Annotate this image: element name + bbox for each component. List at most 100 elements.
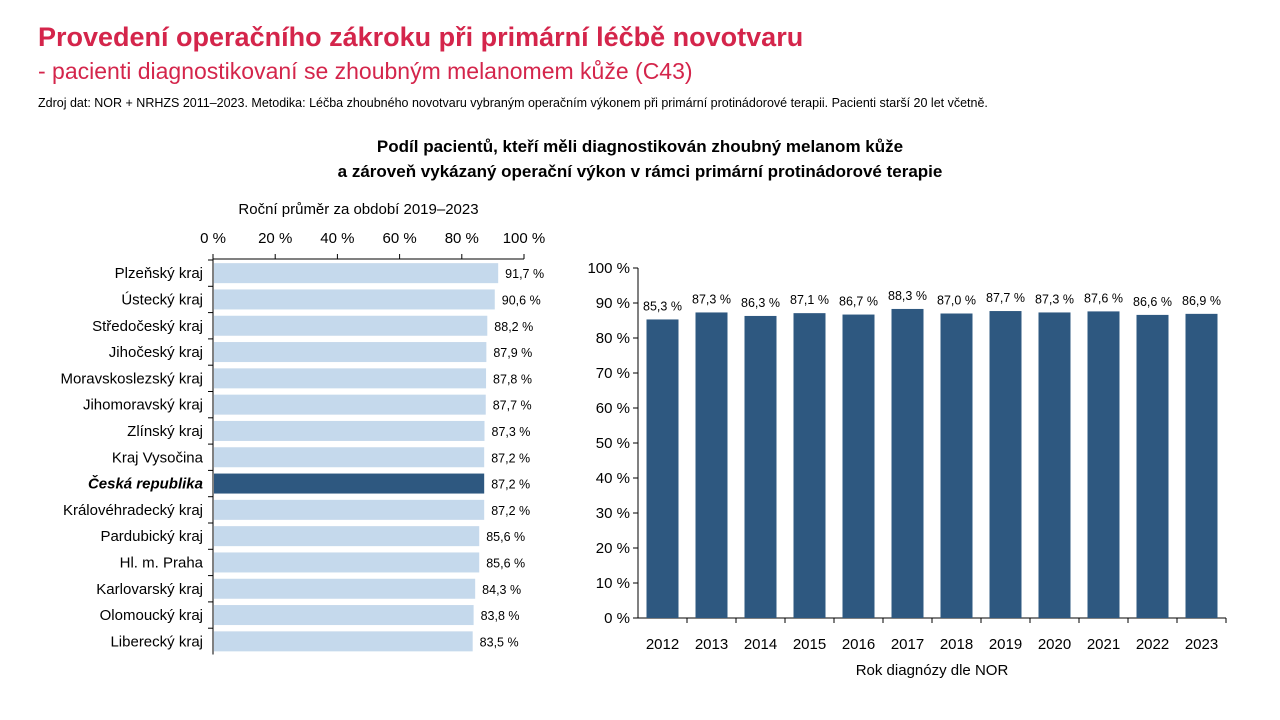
bar (214, 605, 474, 626)
data-label: 87,0 % (937, 294, 976, 308)
x-tick-label: 2020 (1038, 636, 1071, 653)
data-label: 87,8 % (493, 372, 532, 386)
category-label: Liberecký kraj (110, 633, 203, 650)
data-label: 87,6 % (1084, 291, 1123, 305)
x-tick-label: 2022 (1136, 636, 1169, 653)
data-label: 88,3 % (888, 289, 927, 303)
data-label: 87,2 % (491, 451, 530, 465)
data-label: 87,9 % (493, 346, 532, 360)
bar (1185, 313, 1218, 618)
data-label: 83,5 % (480, 635, 519, 649)
x-tick-label: 2018 (940, 636, 973, 653)
category-label: Karlovarský kraj (96, 581, 203, 598)
category-label: Kraj Vysočina (112, 449, 204, 466)
data-label: 86,9 % (1182, 294, 1221, 308)
data-label: 85,6 % (486, 556, 525, 570)
bar (940, 313, 973, 618)
y-tick-label: 90 % (596, 295, 630, 312)
y-tick-label: 20 % (596, 540, 630, 557)
category-label: Jihomoravský kraj (83, 397, 203, 414)
data-label: 86,7 % (839, 295, 878, 309)
x-tick-label: 2017 (891, 636, 924, 653)
bar (214, 368, 487, 389)
data-label: 85,6 % (486, 530, 525, 544)
x-tick-label: 60 % (382, 230, 416, 247)
category-label: Královéhradecký kraj (63, 502, 203, 519)
bar (214, 578, 476, 599)
bar (1087, 311, 1120, 618)
category-label: Jihočeský kraj (109, 344, 203, 361)
bar (214, 342, 487, 363)
bar (214, 631, 473, 652)
x-tick-label: 2012 (646, 636, 679, 653)
x-tick-label: 100 % (503, 230, 546, 247)
data-label: 87,1 % (790, 293, 829, 307)
data-label: 86,6 % (1133, 295, 1172, 309)
category-label: Moravskoslezský kraj (60, 370, 203, 387)
bar (695, 312, 728, 618)
x-tick-label: 2019 (989, 636, 1022, 653)
bar (214, 526, 480, 547)
category-label: Česká republika (88, 475, 203, 493)
data-label: 88,2 % (494, 320, 533, 334)
y-tick-label: 10 % (596, 575, 630, 592)
x-tick-label: 40 % (320, 230, 354, 247)
x-tick-label: 2014 (744, 636, 777, 653)
data-label: 83,8 % (481, 609, 520, 623)
category-label: Ústecký kraj (121, 291, 203, 308)
y-tick-label: 50 % (596, 435, 630, 452)
bar (214, 394, 486, 415)
category-label: Pardubický kraj (100, 528, 203, 545)
bar (842, 314, 875, 618)
data-label: 86,3 % (741, 296, 780, 310)
y-tick-label: 0 % (604, 610, 630, 627)
bar (744, 315, 777, 618)
data-label: 90,6 % (502, 293, 541, 307)
x-tick-label: 2016 (842, 636, 875, 653)
category-label: Hl. m. Praha (120, 554, 204, 571)
data-source-note: Zdroj dat: NOR + NRHZS 2011–2023. Metodi… (38, 96, 988, 110)
page-title: Provedení operačního zákroku při primárn… (38, 22, 804, 52)
bar (214, 473, 485, 494)
category-label: Středočeský kraj (92, 318, 203, 335)
y-tick-label: 60 % (596, 400, 630, 417)
category-label: Plzeňský kraj (115, 265, 203, 282)
data-label: 84,3 % (482, 583, 521, 597)
x-tick-label: 2023 (1185, 636, 1218, 653)
data-label: 87,2 % (491, 478, 530, 492)
x-tick-label: 20 % (258, 230, 292, 247)
y-tick-label: 30 % (596, 505, 630, 522)
data-label: 91,7 % (505, 267, 544, 281)
chart-subtitle: Roční průměr za období 2019–2023 (238, 201, 478, 218)
bar (214, 289, 495, 310)
bar (989, 311, 1022, 618)
regional-bar-chart: Roční průměr za období 2019–2023 0 % 20 % 4… (60, 201, 546, 655)
category-label: Zlínský kraj (127, 423, 203, 440)
y-tick-label: 40 % (596, 470, 630, 487)
y-tick-label: 70 % (596, 365, 630, 382)
x-tick-label: 2013 (695, 636, 728, 653)
y-tick-label: 80 % (596, 330, 630, 347)
x-tick-label: 2015 (793, 636, 826, 653)
yearly-bar-chart: 0 % 10 % 20 % 30 % 40 % 50 % 60 % 70 % 80 % 90 % 1… (587, 260, 1227, 679)
x-tick-label: 80 % (445, 230, 479, 247)
data-label: 87,3 % (692, 292, 731, 306)
bar (1136, 314, 1169, 618)
data-label: 87,7 % (493, 399, 532, 413)
x-axis-title: Rok diagnózy dle NOR (856, 662, 1009, 679)
bar (1038, 312, 1071, 618)
data-label: 87,2 % (491, 504, 530, 518)
bar (214, 420, 485, 441)
chart-title-line-1: Podíl pacientů, kteří měli diagnostiková… (376, 137, 904, 156)
data-label: 87,3 % (492, 425, 531, 439)
bar (214, 315, 488, 336)
data-label: 87,7 % (986, 291, 1025, 305)
x-tick-label: 2021 (1087, 636, 1120, 653)
x-tick-label: 0 % (200, 230, 226, 247)
page-subtitle: - pacienti diagnostikovaní se zhoubným m… (38, 58, 693, 84)
bar (214, 552, 480, 573)
chart-title-line-2: a zároveň vykázaný operační výkon v rámc… (337, 162, 943, 181)
category-label: Olomoucký kraj (100, 607, 203, 624)
data-label: 87,3 % (1035, 292, 1074, 306)
bar (891, 308, 924, 618)
